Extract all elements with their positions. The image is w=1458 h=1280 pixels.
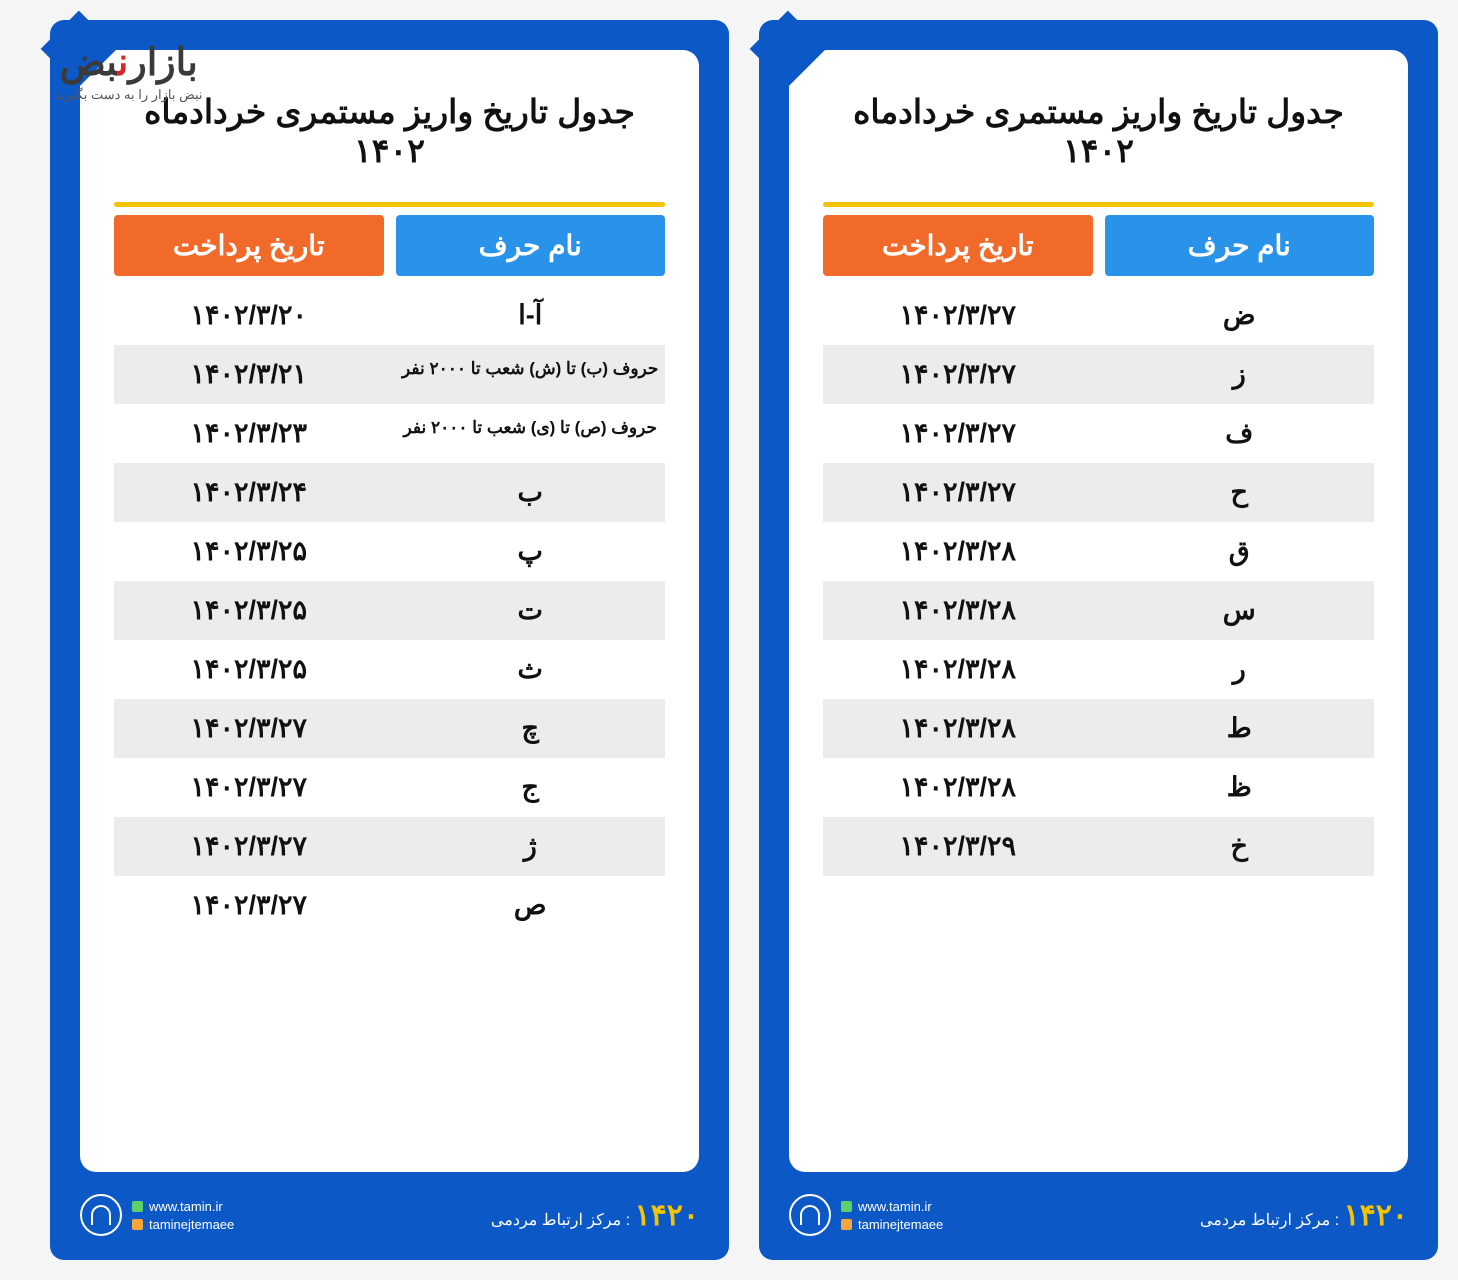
cell-letter: ط bbox=[1105, 713, 1375, 744]
cell-date: ۱۴۰۲/۳/۲۸ bbox=[823, 654, 1093, 685]
panel-footer: www.tamin.ir taminejtemaee ۱۴۲۰ : مرکز ارت… bbox=[789, 1194, 1408, 1236]
divider-bar bbox=[823, 202, 1374, 207]
cell-date: ۱۴۰۲/۳/۲۵ bbox=[114, 654, 384, 685]
header-letter: نام حرف bbox=[1105, 215, 1375, 276]
table-header: تاریخ پرداختنام حرف bbox=[823, 215, 1374, 276]
footer-contact: ۱۴۲۰ : مرکز ارتباط مردمی bbox=[491, 1198, 699, 1233]
cell-date: ۱۴۰۲/۳/۲۷ bbox=[823, 300, 1093, 331]
cell-date: ۱۴۰۲/۳/۲۷ bbox=[823, 477, 1093, 508]
cell-date: ۱۴۰۲/۳/۲۸ bbox=[823, 713, 1093, 744]
org-logo-icon bbox=[789, 1194, 831, 1236]
table-row: ۱۴۰۲/۳/۲۱ حروف (ب) تا (ش) شعب تا ۲۰۰۰ نفر bbox=[114, 345, 665, 404]
cell-date: ۱۴۰۲/۳/۲۷ bbox=[823, 418, 1093, 449]
cell-letter: آ-ا bbox=[396, 300, 666, 331]
cell-date: ۱۴۰۲/۳/۲۰ bbox=[114, 300, 384, 331]
table-row: ۱۴۰۲/۳/۲۷ چ bbox=[114, 699, 665, 758]
watermark-logo: بازارنبض نبض بازار را به دست بگیرید bbox=[55, 40, 203, 103]
cell-letter: ث bbox=[396, 654, 666, 685]
table-row: ۱۴۰۲/۳/۲۸ ط bbox=[823, 699, 1374, 758]
footer-website: www.tamin.ir bbox=[132, 1199, 234, 1214]
cell-date: ۱۴۰۲/۳/۲۷ bbox=[114, 772, 384, 803]
cell-date: ۱۴۰۲/۳/۲۴ bbox=[114, 477, 384, 508]
table-row: ۱۴۰۲/۳/۲۸ ق bbox=[823, 522, 1374, 581]
card-title: جدول تاریخ واریز مستمری خردادماه ۱۴۰۲ bbox=[114, 92, 665, 170]
panel: جدول تاریخ واریز مستمری خردادماه ۱۴۰۲ تار… bbox=[50, 20, 729, 1260]
cell-date: ۱۴۰۲/۳/۲۷ bbox=[823, 359, 1093, 390]
cell-date: ۱۴۰۲/۳/۲۸ bbox=[823, 772, 1093, 803]
cell-letter: ز bbox=[1105, 359, 1375, 390]
header-date: تاریخ پرداخت bbox=[114, 215, 384, 276]
cell-letter: ب bbox=[396, 477, 666, 508]
table-row: ۱۴۰۲/۳/۲۰ آ-ا bbox=[114, 286, 665, 345]
cell-letter: پ bbox=[396, 536, 666, 567]
card: جدول تاریخ واریز مستمری خردادماه ۱۴۰۲ تار… bbox=[80, 50, 699, 1172]
cell-date: ۱۴۰۲/۳/۲۹ bbox=[823, 831, 1093, 862]
cell-letter: ص bbox=[396, 890, 666, 921]
cell-letter: ر bbox=[1105, 654, 1375, 685]
cell-date: ۱۴۰۲/۳/۲۸ bbox=[823, 595, 1093, 626]
table-row: ۱۴۰۲/۳/۲۳ حروف (ص) تا (ی) شعب تا ۲۰۰۰ نفر bbox=[114, 404, 665, 463]
cell-letter: ف bbox=[1105, 418, 1375, 449]
cell-date: ۱۴۰۲/۳/۲۳ bbox=[114, 418, 384, 449]
footer-contact: ۱۴۲۰ : مرکز ارتباط مردمی bbox=[1200, 1198, 1408, 1233]
cell-letter: ظ bbox=[1105, 772, 1375, 803]
cell-date: ۱۴۰۲/۳/۲۵ bbox=[114, 536, 384, 567]
panel-footer: www.tamin.ir taminejtemaee ۱۴۲۰ : مرکز ارت… bbox=[80, 1194, 699, 1236]
cell-letter: ق bbox=[1105, 536, 1375, 567]
cell-date: ۱۴۰۲/۳/۲۵ bbox=[114, 595, 384, 626]
divider-bar bbox=[114, 202, 665, 207]
org-logo-icon bbox=[80, 1194, 122, 1236]
table-row: ۱۴۰۲/۳/۲۴ ب bbox=[114, 463, 665, 522]
table-row: ۱۴۰۲/۳/۲۷ ف bbox=[823, 404, 1374, 463]
table-row: ۱۴۰۲/۳/۲۸ ظ bbox=[823, 758, 1374, 817]
cell-letter: خ bbox=[1105, 831, 1375, 862]
table-row: ۱۴۰۲/۳/۲۸ ر bbox=[823, 640, 1374, 699]
table-row: ۱۴۰۲/۳/۲۹ خ bbox=[823, 817, 1374, 876]
cell-date: ۱۴۰۲/۳/۲۷ bbox=[114, 713, 384, 744]
cell-date: ۱۴۰۲/۳/۲۸ bbox=[823, 536, 1093, 567]
footer-social: taminejtemaee bbox=[132, 1217, 234, 1232]
cell-letter: حروف (ص) تا (ی) شعب تا ۲۰۰۰ نفر bbox=[396, 418, 666, 449]
cell-letter: ح bbox=[1105, 477, 1375, 508]
table-row: ۱۴۰۲/۳/۲۷ ج bbox=[114, 758, 665, 817]
cell-letter: حروف (ب) تا (ش) شعب تا ۲۰۰۰ نفر bbox=[396, 359, 666, 390]
table-row: ۱۴۰۲/۳/۲۸ س bbox=[823, 581, 1374, 640]
cell-letter: چ bbox=[396, 713, 666, 744]
footer-website: www.tamin.ir bbox=[841, 1199, 943, 1214]
cell-letter: ژ bbox=[396, 831, 666, 862]
table-row: ۱۴۰۲/۳/۲۷ ص bbox=[114, 876, 665, 935]
card-title: جدول تاریخ واریز مستمری خردادماه ۱۴۰۲ bbox=[823, 92, 1374, 170]
header-date: تاریخ پرداخت bbox=[823, 215, 1093, 276]
table-row: ۱۴۰۲/۳/۲۷ ح bbox=[823, 463, 1374, 522]
cell-date: ۱۴۰۲/۳/۲۷ bbox=[114, 831, 384, 862]
cell-letter: ت bbox=[396, 595, 666, 626]
table-header: تاریخ پرداختنام حرف bbox=[114, 215, 665, 276]
cell-letter: ض bbox=[1105, 300, 1375, 331]
table-row: ۱۴۰۲/۳/۲۷ ض bbox=[823, 286, 1374, 345]
panel: جدول تاریخ واریز مستمری خردادماه ۱۴۰۲ تار… bbox=[759, 20, 1438, 1260]
card: جدول تاریخ واریز مستمری خردادماه ۱۴۰۲ تار… bbox=[789, 50, 1408, 1172]
header-letter: نام حرف bbox=[396, 215, 666, 276]
cell-letter: س bbox=[1105, 595, 1375, 626]
cell-letter: ج bbox=[396, 772, 666, 803]
footer-social: taminejtemaee bbox=[841, 1217, 943, 1232]
table-row: ۱۴۰۲/۳/۲۷ ز bbox=[823, 345, 1374, 404]
table-row: ۱۴۰۲/۳/۲۵ ث bbox=[114, 640, 665, 699]
cell-date: ۱۴۰۲/۳/۲۷ bbox=[114, 890, 384, 921]
table-row: ۱۴۰۲/۳/۲۷ ژ bbox=[114, 817, 665, 876]
cell-date: ۱۴۰۲/۳/۲۱ bbox=[114, 359, 384, 390]
table-row: ۱۴۰۲/۳/۲۵ پ bbox=[114, 522, 665, 581]
table-row: ۱۴۰۲/۳/۲۵ ت bbox=[114, 581, 665, 640]
